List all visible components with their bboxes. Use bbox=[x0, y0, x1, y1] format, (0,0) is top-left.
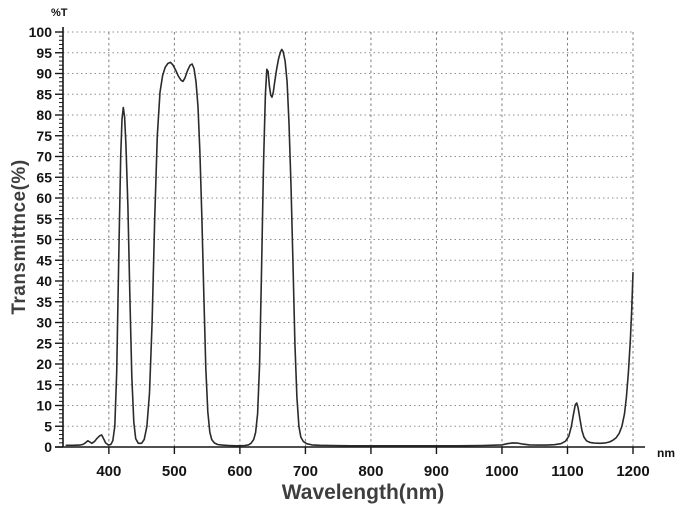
y-tick-label: 75 bbox=[36, 128, 52, 144]
x-tick-label: 800 bbox=[358, 463, 383, 480]
y-tick-label: 90 bbox=[36, 66, 52, 82]
y-tick-label: 70 bbox=[36, 149, 52, 165]
y-tick-label: 10 bbox=[36, 398, 52, 414]
y-tick-label: 65 bbox=[36, 169, 52, 185]
y-tick-label: 60 bbox=[36, 190, 52, 206]
y-unit-label: %T bbox=[51, 7, 68, 19]
x-axis-title: Wavelength(nm) bbox=[281, 481, 445, 504]
tick-marks bbox=[55, 31, 634, 454]
y-tick-label: 5 bbox=[44, 418, 52, 434]
y-tick-label: 0 bbox=[44, 439, 52, 455]
x-tick-label: 1100 bbox=[551, 463, 584, 480]
transmittance-curve bbox=[65, 48, 634, 447]
y-tick-label: 50 bbox=[36, 232, 52, 248]
series bbox=[65, 48, 634, 447]
y-tick-label: 25 bbox=[36, 335, 52, 351]
x-tick-label: 400 bbox=[96, 463, 121, 480]
y-tick-label: 95 bbox=[36, 45, 52, 61]
y-tick-label: 30 bbox=[36, 315, 52, 331]
axes bbox=[55, 27, 645, 448]
gridlines bbox=[63, 31, 634, 447]
x-unit-label: nm bbox=[657, 446, 675, 460]
y-tick-label: 85 bbox=[36, 86, 52, 102]
y-axis-title: Transmittnce(%) bbox=[9, 159, 30, 315]
x-tick-label: 500 bbox=[162, 463, 187, 480]
y-tick-label: 40 bbox=[36, 273, 52, 289]
y-tick-label: 100 bbox=[29, 24, 53, 40]
y-tick-label: 55 bbox=[36, 211, 52, 227]
x-tick-label: 700 bbox=[293, 463, 318, 480]
y-tick-label: 80 bbox=[36, 107, 52, 123]
y-tick-label: 20 bbox=[36, 356, 52, 372]
x-tick-label: 1200 bbox=[616, 463, 649, 480]
y-tick-label: 15 bbox=[36, 377, 52, 393]
tick-labels: 0 5 10 15 20 25 30 35 40 45 50 55 60 65 70 75 80 85 90 95 10… bbox=[29, 24, 650, 480]
y-tick-label: 35 bbox=[36, 294, 52, 310]
x-tick-label: 600 bbox=[227, 463, 252, 480]
x-tick-label: 900 bbox=[424, 463, 449, 480]
y-tick-label: 45 bbox=[36, 252, 52, 268]
x-tick-label: 1000 bbox=[485, 463, 518, 480]
